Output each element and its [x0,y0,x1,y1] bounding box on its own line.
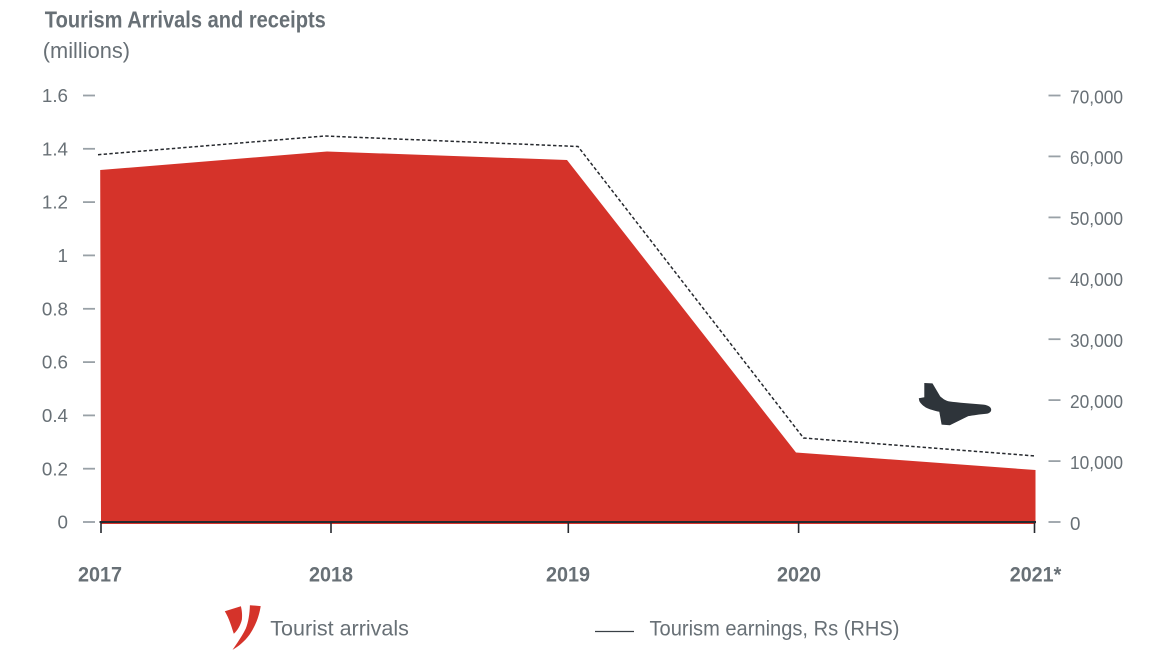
svg-text:1.2: 1.2 [42,192,68,213]
svg-text:2020: 2020 [777,563,821,586]
svg-text:50,000: 50,000 [1070,208,1123,229]
svg-text:0.8: 0.8 [42,298,68,319]
svg-text:30,000: 30,000 [1070,330,1123,351]
svg-text:40,000: 40,000 [1070,269,1123,290]
svg-text:60,000: 60,000 [1070,147,1123,168]
svg-text:0.4: 0.4 [42,405,68,426]
svg-text:2019: 2019 [546,563,590,586]
svg-text:0: 0 [58,512,68,533]
svg-text:10,000: 10,000 [1070,452,1123,473]
svg-text:Tourist arrivals: Tourist arrivals [270,616,409,640]
svg-text:0.2: 0.2 [42,458,68,479]
svg-text:70,000: 70,000 [1070,86,1123,107]
svg-text:1.6: 1.6 [42,85,68,106]
svg-text:1: 1 [58,245,68,266]
svg-text:0.6: 0.6 [42,352,68,373]
svg-text:(millions): (millions) [43,38,130,63]
svg-text:Tourism earnings, Rs (RHS): Tourism earnings, Rs (RHS) [650,617,900,640]
svg-text:Tourism Arrivals and receipts: Tourism Arrivals and receipts [45,7,326,33]
svg-text:2018: 2018 [309,563,353,586]
svg-text:0: 0 [1070,513,1080,534]
svg-text:20,000: 20,000 [1070,391,1123,412]
svg-text:2021*: 2021* [1010,563,1062,586]
svg-text:1.4: 1.4 [42,138,68,159]
svg-text:2017: 2017 [78,563,122,586]
